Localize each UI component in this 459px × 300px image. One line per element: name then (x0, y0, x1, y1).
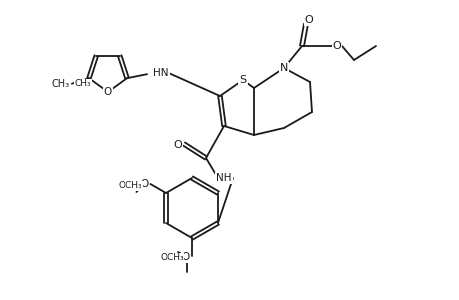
Text: OCH₃: OCH₃ (118, 182, 142, 190)
Text: CH₃: CH₃ (51, 79, 70, 89)
Text: O: O (140, 179, 148, 189)
Text: O: O (304, 15, 313, 25)
Text: O: O (173, 140, 182, 150)
Text: OCH₃: OCH₃ (160, 254, 184, 262)
Text: N: N (279, 63, 287, 73)
Text: S: S (239, 75, 246, 85)
Text: O: O (104, 87, 112, 97)
Text: HN: HN (153, 68, 168, 78)
Text: O: O (332, 41, 341, 51)
Text: O: O (181, 252, 190, 262)
Text: NH: NH (216, 173, 231, 183)
Text: CH₃: CH₃ (74, 79, 91, 88)
